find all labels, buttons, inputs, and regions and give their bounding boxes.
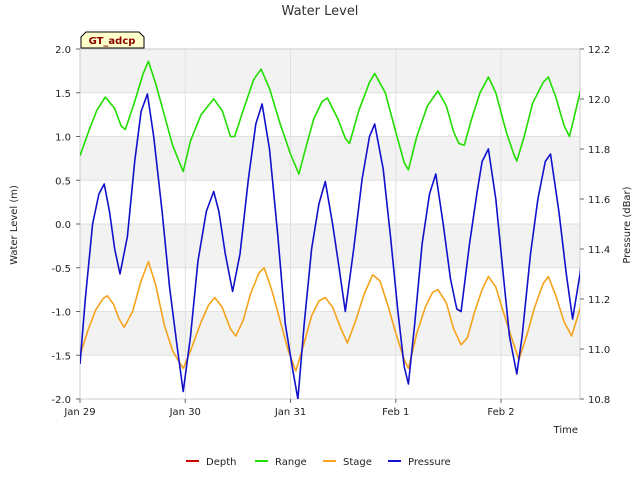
site-badge-box: [80, 31, 145, 49]
y2-tick-label: 11.4: [588, 245, 610, 256]
y2-tick-label: 11.6: [588, 195, 610, 206]
series-line-pressure: [80, 93, 580, 399]
x-tick-label: Feb 1: [382, 407, 409, 418]
y2-tick-label: 11.8: [588, 145, 610, 156]
series-line-stage: [80, 260, 580, 372]
y2-tick-label: 11.0: [588, 345, 610, 356]
chart-title: Water Level: [282, 4, 359, 19]
x-tick-label: Feb 2: [487, 407, 514, 418]
y-tick-label: -0.5: [51, 264, 71, 275]
y-tick-label: 2.0: [55, 45, 71, 56]
y-tick-label: 0.5: [55, 176, 71, 187]
y2-axis-ticks: 12.2 12.0 11.8 11.6 11.4 11.2 11.0 10.8: [580, 45, 610, 406]
y-tick-label: 1.5: [55, 89, 71, 100]
legend-label-stage: Stage: [343, 457, 372, 468]
series-lines: [80, 60, 580, 399]
legend: Depth Range Stage Pressure: [186, 457, 451, 468]
y2-tick-label: 11.2: [588, 295, 610, 306]
y-tick-label: 0.0: [55, 220, 71, 231]
series-line-range: [80, 60, 580, 175]
y-tick-label: -1.5: [51, 351, 71, 362]
y2-tick-label: 12.0: [588, 95, 610, 106]
site-badge-label: GT_adcp: [89, 36, 136, 47]
y2-tick-label: 12.2: [588, 45, 610, 56]
background-band: [80, 136, 580, 181]
x-axis-ticks: Jan 29 Jan 30 Jan 31 Feb 1 Feb 2: [63, 399, 515, 418]
x-tick-label: Jan 31: [274, 407, 306, 418]
y2-axis-title: Pressure (dBar): [622, 186, 633, 263]
y-tick-label: -1.0: [51, 308, 71, 319]
background-bands: [80, 49, 580, 356]
background-band: [80, 224, 580, 268]
y-tick-label: 1.0: [55, 133, 71, 144]
site-badge: GT_adcp: [80, 31, 145, 49]
x-axis-title: Time: [553, 425, 578, 436]
background-band: [80, 49, 580, 93]
y-axis-ticks: 2.0 1.5 1.0 0.5 0.0 -0.5 -1.0 -1.5 -2.0: [51, 45, 80, 406]
y2-tick-label: 10.8: [588, 395, 610, 406]
x-tick-label: Jan 29: [63, 407, 95, 418]
legend-label-range: Range: [275, 457, 307, 468]
y-tick-label: -2.0: [51, 395, 71, 406]
y-axis-title: Water Level (m): [9, 185, 20, 265]
legend-label-pressure: Pressure: [408, 457, 451, 468]
legend-label-depth: Depth: [206, 457, 236, 468]
x-tick-label: Jan 30: [169, 407, 201, 418]
